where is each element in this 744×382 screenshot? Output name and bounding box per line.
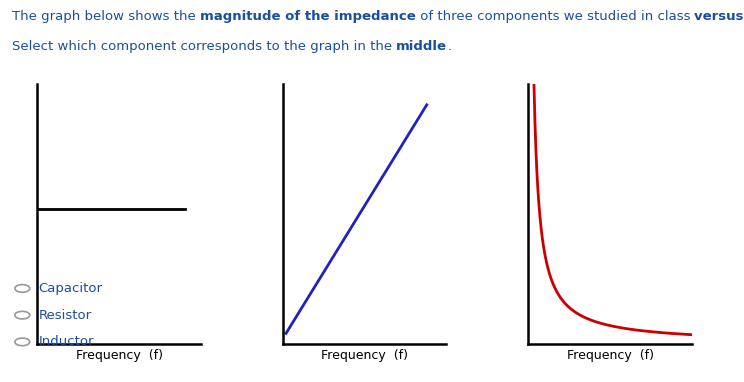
- Text: of three components we studied in class: of three components we studied in class: [416, 10, 694, 23]
- Text: versus frequency: versus frequency: [694, 10, 744, 23]
- Text: Select which component corresponds to the graph in the: Select which component corresponds to th…: [12, 40, 397, 53]
- Text: The graph below shows the: The graph below shows the: [12, 10, 200, 23]
- Text: .: .: [447, 40, 452, 53]
- Text: Capacitor: Capacitor: [39, 282, 103, 295]
- X-axis label: Frequency  (f): Frequency (f): [321, 350, 408, 363]
- X-axis label: Frequency  (f): Frequency (f): [76, 350, 162, 363]
- Text: middle: middle: [397, 40, 447, 53]
- Text: magnitude of the impedance: magnitude of the impedance: [200, 10, 416, 23]
- X-axis label: Frequency  (f): Frequency (f): [567, 350, 653, 363]
- Text: Resistor: Resistor: [39, 309, 92, 322]
- Text: Inductor: Inductor: [39, 335, 94, 348]
